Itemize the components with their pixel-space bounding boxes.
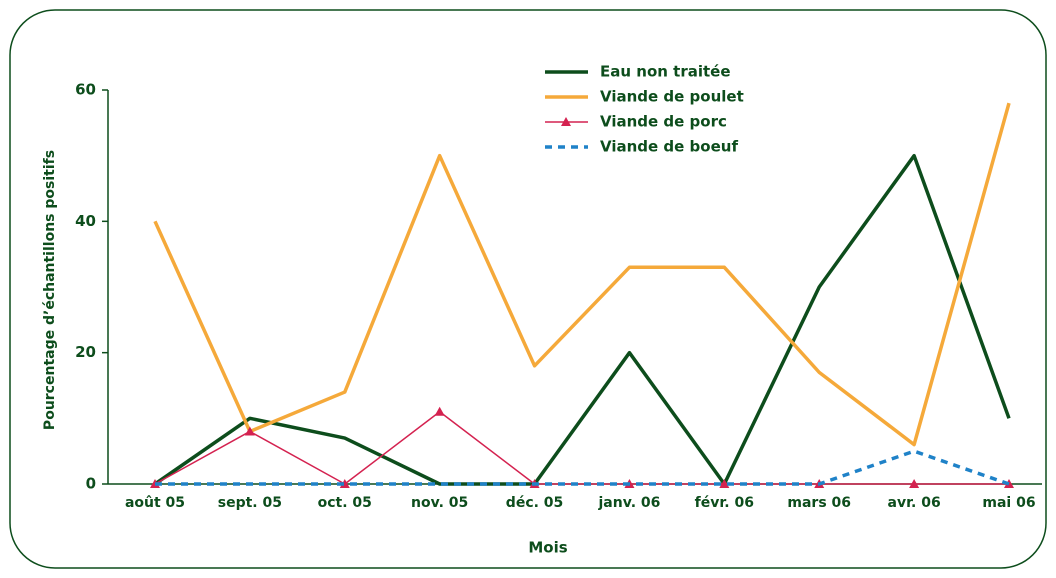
series-line <box>154 153 1011 486</box>
x-tick-label: août 05 <box>125 495 185 511</box>
legend-label: Viande de poulet <box>600 88 744 106</box>
x-tick-label: déc. 05 <box>506 495 564 511</box>
series-line <box>155 449 1010 486</box>
legend-marker <box>561 117 571 126</box>
x-tick-label: nov. 05 <box>411 495 468 511</box>
series-line <box>153 102 1011 447</box>
y-tick-label: 60 <box>75 81 96 99</box>
point-marker <box>719 479 730 488</box>
point-marker <box>244 426 255 436</box>
y-tick-label: 20 <box>75 343 96 361</box>
legend-label: Viande de porc <box>600 113 727 131</box>
point-marker <box>909 479 920 488</box>
x-tick-label: sept. 05 <box>218 495 282 511</box>
series-line <box>154 411 1009 485</box>
x-tick-label: avr. 06 <box>888 495 941 511</box>
y-tick-label: 0 <box>86 475 96 493</box>
legend-label: Viande de boeuf <box>600 138 738 156</box>
x-tick-label: mars 06 <box>787 495 851 511</box>
y-axis-title: Pourcentage d’échantillons positifs <box>42 150 58 430</box>
x-tick-label: oct. 05 <box>318 495 372 511</box>
x-tick-label: janv. 06 <box>598 495 661 511</box>
x-tick-label: mai 06 <box>982 495 1035 511</box>
frame <box>9 9 1047 569</box>
x-axis-title: Mois <box>528 539 567 557</box>
y-tick-label: 40 <box>75 212 96 230</box>
x-tick-label: févr. 06 <box>695 495 754 511</box>
legend-label: Eau non traitée <box>600 63 731 81</box>
point-marker <box>434 406 445 416</box>
